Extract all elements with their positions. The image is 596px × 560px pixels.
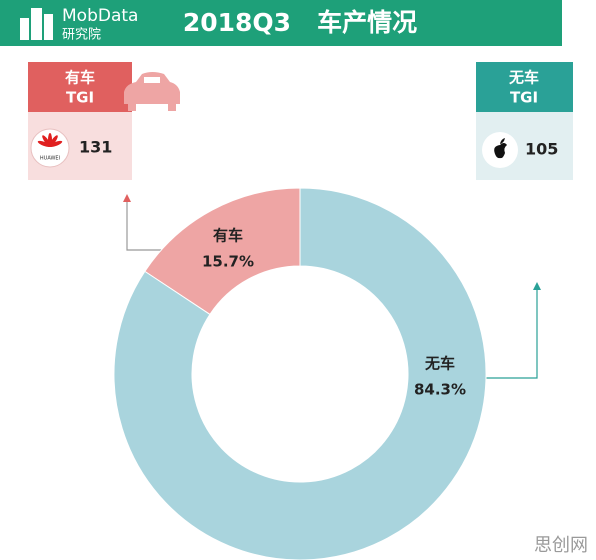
brand-name: MobData xyxy=(62,6,138,26)
arrow-head xyxy=(533,282,541,290)
apple-icon xyxy=(494,138,507,159)
header-bar xyxy=(0,0,562,46)
brand-sub: 研究院 xyxy=(62,28,101,43)
card-head xyxy=(28,62,132,112)
value-label: 15.7% xyxy=(202,253,254,271)
card-label: 无车 xyxy=(508,69,539,87)
slice-label: 有车 xyxy=(213,227,243,245)
donut-chart: 有车 15.7% 无车 84.3% xyxy=(113,187,487,560)
card-label: 有车 xyxy=(65,69,95,87)
arrow-head xyxy=(123,194,131,202)
card-metric: TGI xyxy=(510,89,538,107)
card-metric: TGI xyxy=(66,89,94,107)
title: 2018Q3 车产情况 xyxy=(183,8,417,37)
car-icon xyxy=(124,72,180,111)
card-value: 105 xyxy=(525,140,558,159)
card-value: 131 xyxy=(79,138,112,157)
arrow xyxy=(126,198,165,251)
arrow xyxy=(475,286,538,379)
slice xyxy=(113,187,487,560)
card-head xyxy=(476,62,573,112)
brand-text: HUAWEI xyxy=(40,156,60,162)
watermark: 思创网 xyxy=(534,535,588,556)
huawei-petals xyxy=(37,133,63,147)
brand-logo xyxy=(20,8,53,40)
brand-icon xyxy=(30,128,70,168)
value-label: 84.3% xyxy=(414,381,466,399)
slice-label: 无车 xyxy=(424,355,455,373)
